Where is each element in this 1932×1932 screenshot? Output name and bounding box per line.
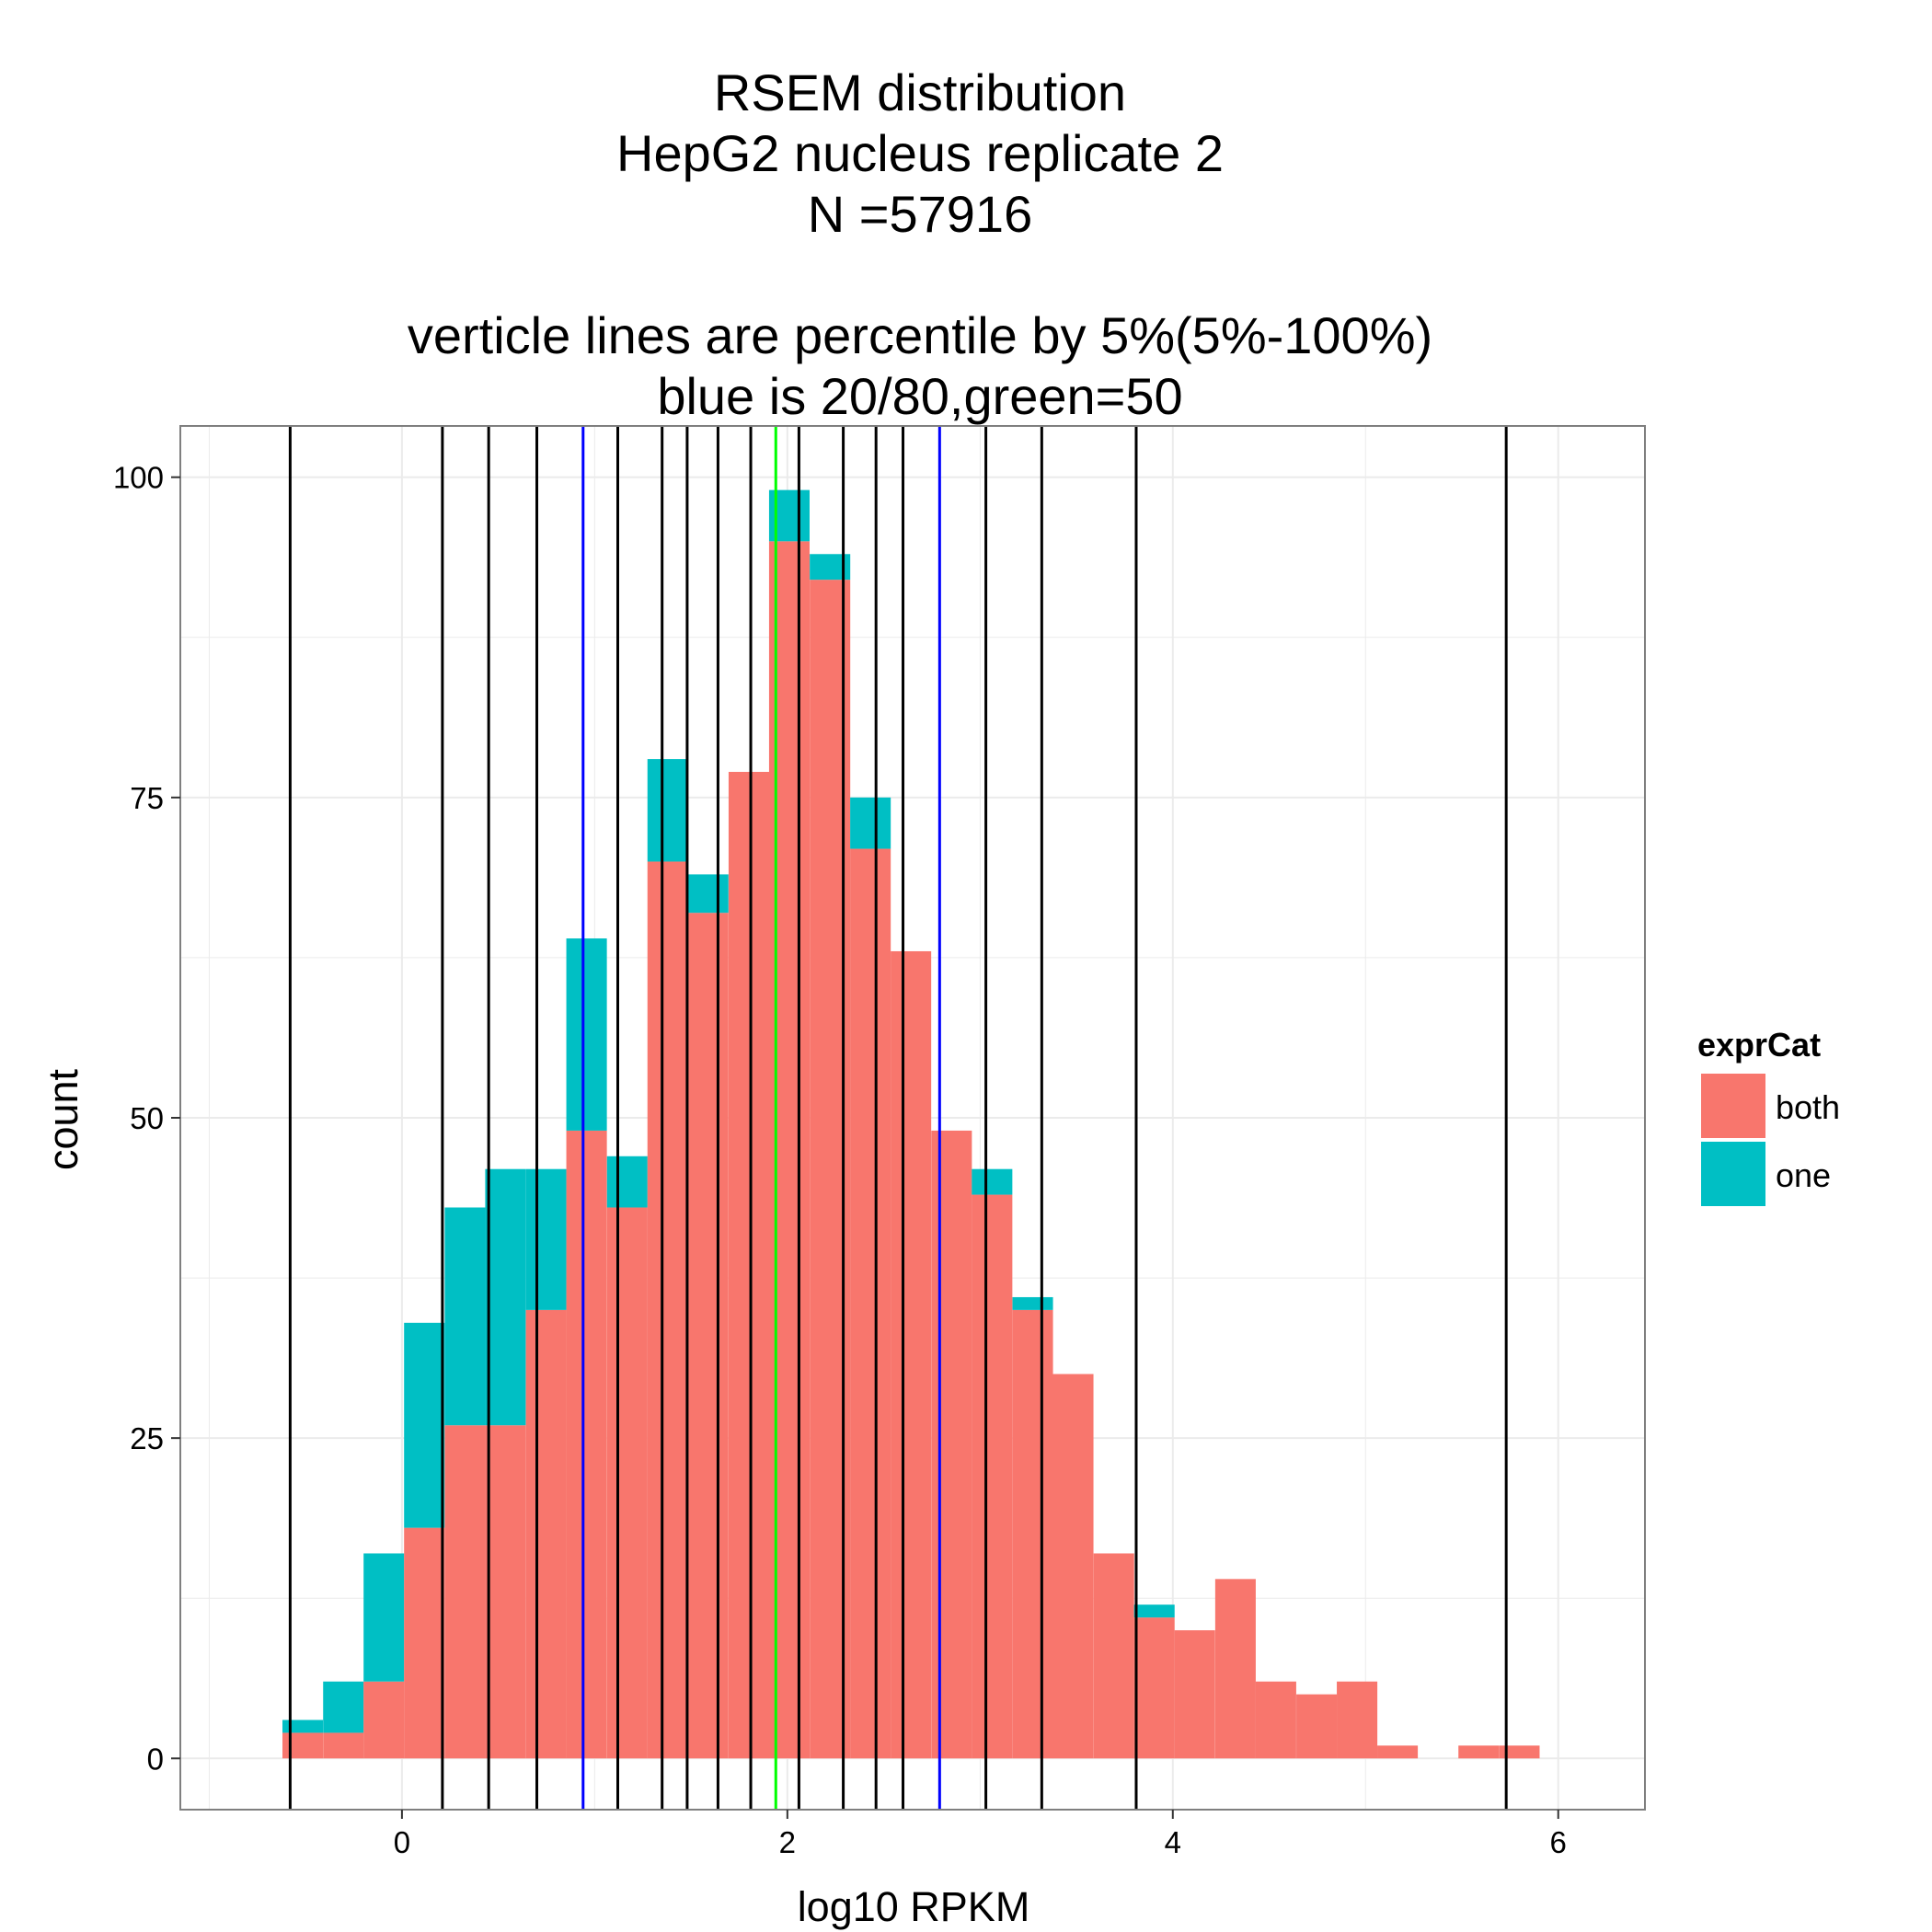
- bar-both: [850, 848, 891, 1759]
- bar-one: [1133, 1604, 1175, 1618]
- title-line-2: HepG2 nucleus replicate 2: [616, 124, 1224, 182]
- bar-one: [647, 759, 688, 862]
- bar-one: [404, 1322, 445, 1528]
- y-axis: 0 25 50 75 100: [113, 461, 180, 1776]
- y-tick-label: 25: [130, 1421, 164, 1455]
- bar-both: [1296, 1694, 1338, 1759]
- chart-title: RSEM distribution HepG2 nucleus replicat…: [408, 63, 1432, 425]
- legend-label-both: both: [1776, 1088, 1840, 1126]
- x-axis-label: log10 RPKM: [798, 1883, 1030, 1930]
- bar-both: [606, 1207, 648, 1759]
- histogram-bars: [282, 489, 1540, 1759]
- bar-both: [323, 1732, 364, 1759]
- bar-both: [1255, 1681, 1296, 1759]
- bar-both: [525, 1309, 567, 1759]
- legend-key-both: [1699, 1072, 1767, 1140]
- bar-one: [1012, 1296, 1053, 1310]
- legend: exprCat both one: [1697, 1026, 1840, 1208]
- bar-both: [1052, 1374, 1094, 1759]
- bar-both: [1499, 1745, 1540, 1759]
- bar-one: [525, 1168, 567, 1310]
- bar-one: [485, 1168, 526, 1426]
- bar-both: [728, 772, 770, 1759]
- bar-one: [687, 874, 729, 914]
- y-tick-label: 50: [130, 1101, 164, 1135]
- title-line-5: verticle lines are percentile by 5%(5%-1…: [408, 306, 1432, 364]
- plot-panel: [179, 425, 1646, 1811]
- bar-one: [850, 797, 891, 849]
- x-tick-label: 0: [394, 1825, 410, 1859]
- bar-both: [1337, 1681, 1378, 1759]
- bar-one: [363, 1553, 405, 1682]
- y-tick-label: 100: [113, 461, 164, 495]
- bar-both: [363, 1681, 405, 1759]
- legend-label-one: one: [1776, 1156, 1831, 1194]
- bar-one: [972, 1168, 1013, 1195]
- bar-one: [323, 1681, 364, 1733]
- legend-title: exprCat: [1697, 1026, 1821, 1064]
- bar-both: [1174, 1630, 1215, 1759]
- bar-both: [282, 1732, 324, 1759]
- y-tick-label: 75: [130, 781, 164, 815]
- bar-one: [282, 1719, 324, 1733]
- bar-one: [444, 1207, 486, 1426]
- bar-both: [404, 1527, 445, 1759]
- bar-both: [1133, 1617, 1175, 1759]
- bar-both: [931, 1130, 972, 1759]
- y-axis-label: count: [40, 1068, 86, 1170]
- title-line-1: RSEM distribution: [714, 63, 1126, 121]
- x-tick-label: 2: [779, 1825, 796, 1859]
- bar-one: [566, 938, 607, 1131]
- bar-both: [1012, 1309, 1053, 1759]
- bar-both: [687, 913, 729, 1759]
- x-tick-label: 6: [1550, 1825, 1567, 1859]
- legend-key-one: [1699, 1140, 1767, 1208]
- title-line-3: N =57916: [808, 185, 1032, 243]
- bar-both: [1458, 1745, 1500, 1759]
- bar-one: [606, 1156, 648, 1208]
- bar-both: [444, 1425, 486, 1759]
- bar-both: [485, 1425, 526, 1759]
- bar-both: [891, 950, 932, 1759]
- bar-both: [1093, 1553, 1134, 1759]
- bar-both: [1377, 1745, 1419, 1759]
- x-axis: 0 2 4 6: [394, 1810, 1567, 1859]
- percentile-lines: [288, 426, 1508, 1810]
- title-line-6: blue is 20/80,green=50: [657, 367, 1182, 425]
- bar-both: [972, 1194, 1013, 1759]
- y-tick-label: 0: [147, 1742, 164, 1776]
- bar-both: [566, 1130, 607, 1759]
- bar-both: [1214, 1579, 1256, 1759]
- bar-both: [647, 861, 688, 1759]
- x-tick-label: 4: [1165, 1825, 1181, 1859]
